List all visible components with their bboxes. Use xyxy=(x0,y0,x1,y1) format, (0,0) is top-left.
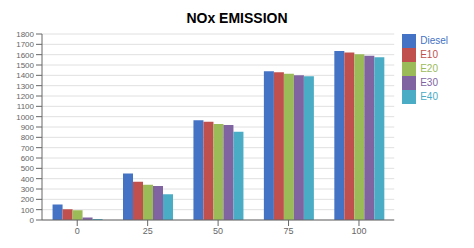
svg-text:1600: 1600 xyxy=(16,51,34,60)
svg-text:25: 25 xyxy=(143,226,153,236)
html-text:E20: E20 xyxy=(420,62,438,74)
html-text:NOx EMISSION: NOx EMISSION xyxy=(186,10,288,26)
svg-text:0: 0 xyxy=(30,216,35,225)
svg-text:75: 75 xyxy=(284,226,294,236)
svg-text:200: 200 xyxy=(21,195,35,204)
html-text:E10: E10 xyxy=(420,48,438,60)
html-text:E40: E40 xyxy=(420,90,438,102)
svg-text:600: 600 xyxy=(21,154,35,163)
svg-text:1300: 1300 xyxy=(16,82,34,91)
svg-text:1400: 1400 xyxy=(16,71,34,80)
svg-text:1200: 1200 xyxy=(16,92,34,101)
svg-text:50: 50 xyxy=(213,226,223,236)
svg-text:800: 800 xyxy=(21,133,35,142)
svg-text:1500: 1500 xyxy=(16,61,34,70)
svg-text:1100: 1100 xyxy=(17,102,35,111)
svg-text:100: 100 xyxy=(21,206,35,215)
svg-text:300: 300 xyxy=(21,185,35,194)
html-text:Diesel: Diesel xyxy=(420,34,448,46)
svg-text:1700: 1700 xyxy=(16,40,34,49)
svg-text:1800: 1800 xyxy=(16,30,34,39)
html-text:E30: E30 xyxy=(420,76,438,88)
svg-text:900: 900 xyxy=(21,123,35,132)
svg-text:100: 100 xyxy=(351,226,366,236)
svg-text:500: 500 xyxy=(21,164,35,173)
svg-text:0: 0 xyxy=(75,226,80,236)
svg-text:400: 400 xyxy=(21,175,35,184)
svg-text:1000: 1000 xyxy=(16,113,34,122)
svg-text:700: 700 xyxy=(21,144,35,153)
